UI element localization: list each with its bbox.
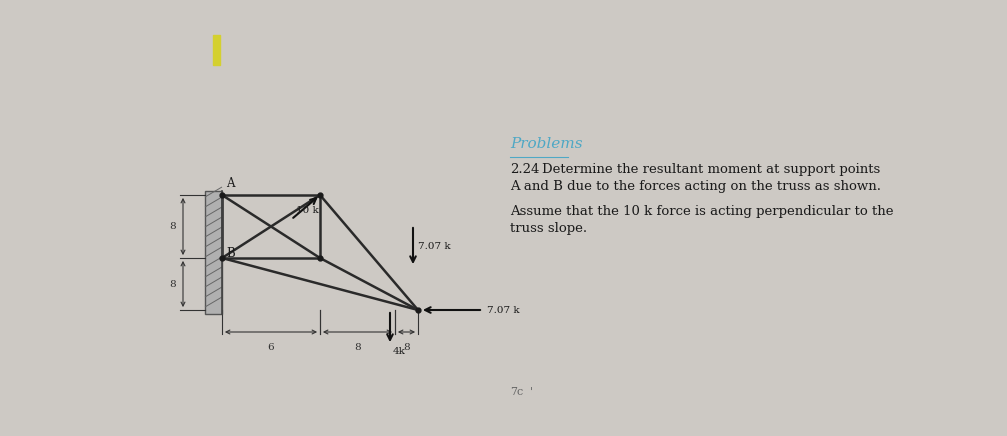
Text: 8: 8 bbox=[170, 222, 176, 231]
Text: 7.07 k: 7.07 k bbox=[487, 306, 520, 314]
Text: 4k: 4k bbox=[393, 347, 406, 356]
Text: 8: 8 bbox=[170, 279, 176, 289]
Text: Problems: Problems bbox=[510, 137, 583, 151]
Text: Determine the resultant moment at support points: Determine the resultant moment at suppor… bbox=[542, 163, 880, 176]
Text: 10 k: 10 k bbox=[296, 206, 319, 215]
Text: truss slope.: truss slope. bbox=[510, 222, 587, 235]
Text: 7c: 7c bbox=[510, 387, 524, 397]
Text: A: A bbox=[226, 177, 235, 190]
Text: 8: 8 bbox=[354, 343, 361, 352]
Text: ': ' bbox=[530, 387, 533, 397]
Text: 6: 6 bbox=[268, 343, 274, 352]
Text: Assume that the 10 k force is acting perpendicular to the: Assume that the 10 k force is acting per… bbox=[510, 205, 893, 218]
Text: 7.07 k: 7.07 k bbox=[418, 242, 450, 251]
Text: 2.24: 2.24 bbox=[510, 163, 540, 176]
Text: A and B due to the forces acting on the truss as shown.: A and B due to the forces acting on the … bbox=[510, 180, 881, 193]
Text: 8: 8 bbox=[403, 343, 410, 352]
Bar bbox=[205, 191, 222, 314]
Text: B: B bbox=[226, 247, 235, 260]
Bar bbox=[213, 35, 220, 65]
